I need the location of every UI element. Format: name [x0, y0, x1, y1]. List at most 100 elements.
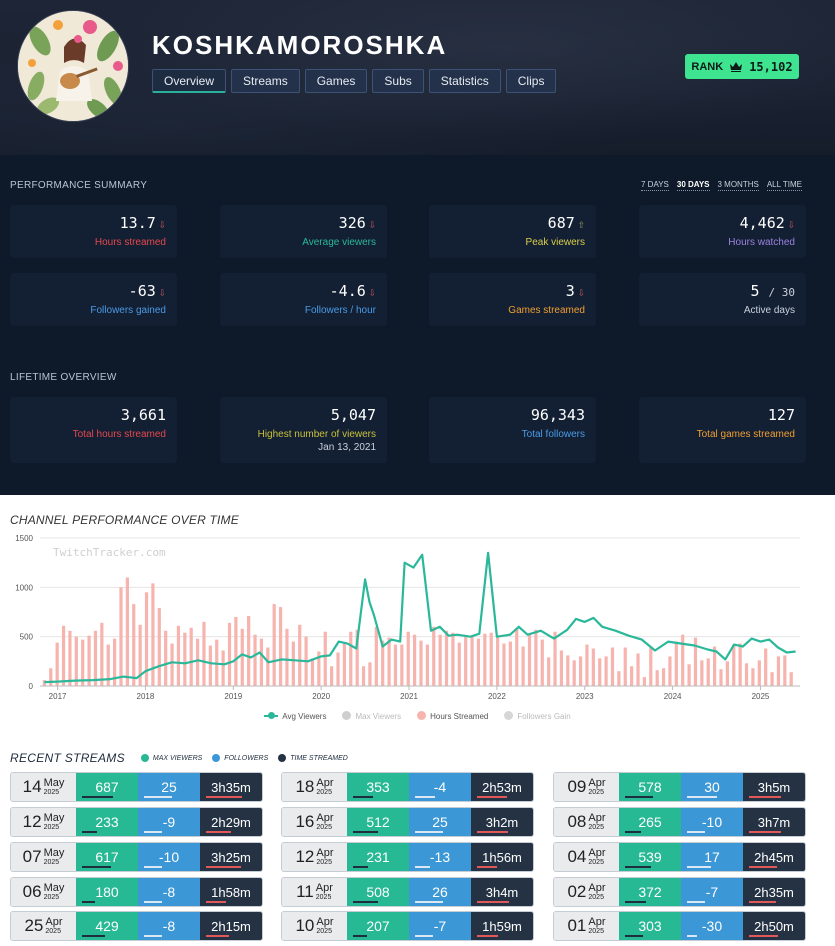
x-tick-label: 2018: [137, 692, 155, 701]
hours-bar: [317, 651, 321, 686]
hours-bar: [400, 644, 404, 686]
avatar[interactable]: [17, 10, 129, 122]
stream-row[interactable]: 12 May 2025 233 -9 2h29m: [10, 807, 263, 837]
tab-subs[interactable]: Subs: [372, 69, 424, 93]
hours-bar: [355, 629, 359, 686]
stream-row[interactable]: 14 May 2025 687 25 3h35m: [10, 772, 263, 802]
card-value: 5,047: [330, 406, 376, 424]
hours-bar: [585, 644, 589, 686]
rank-value: 15,102: [749, 59, 793, 74]
card-label: Peak viewers: [525, 237, 585, 248]
channel-header: KOSHKAMOROSHKA Overview Streams Games Su…: [0, 0, 835, 155]
stream-row[interactable]: 25 Apr 2025 429 -8 2h15m: [10, 911, 263, 941]
tab-statistics[interactable]: Statistics: [428, 69, 501, 93]
hours-bar: [540, 639, 544, 686]
hours-bar: [227, 622, 232, 686]
hours-bar: [368, 662, 372, 686]
stream-row[interactable]: 04 Apr 2025 539 17 2h45m: [553, 842, 806, 872]
max-viewers-cell: 265: [619, 808, 681, 836]
max-viewers-cell: 539: [619, 843, 681, 871]
x-tick-label: 2024: [664, 692, 682, 701]
range-7-days[interactable]: 7 DAYS: [641, 180, 669, 191]
hours-bar: [87, 635, 91, 686]
trend-down-icon: ⇩: [577, 285, 585, 299]
hours-bar: [291, 641, 295, 686]
hours-bar: [253, 634, 257, 686]
max-viewers-cell: 303: [619, 912, 681, 940]
hours-bar: [125, 577, 129, 686]
x-tick-label: 2017: [49, 692, 67, 701]
stream-row[interactable]: 09 Apr 2025 578 30 3h5m: [553, 772, 806, 802]
legend-followers: FOLLOWERS: [212, 754, 268, 762]
hours-bar: [176, 625, 181, 686]
range-all-time[interactable]: ALL TIME: [766, 180, 802, 191]
channel-name: KOSHKAMOROSHKA: [152, 30, 448, 60]
card-value: 687 ⇧: [547, 214, 585, 232]
perf-card: 326 ⇩ Average viewers: [220, 205, 387, 258]
card-value: -63 ⇩: [128, 282, 166, 300]
stream-date: 01 Apr 2025: [554, 912, 619, 940]
hours-bar: [113, 638, 117, 686]
rank-badge[interactable]: RANK 15,102: [685, 54, 799, 79]
max-viewers-cell: 617: [76, 843, 138, 871]
hours-bar: [572, 660, 576, 686]
hours-bar: [732, 644, 736, 686]
hours-bar: [661, 668, 666, 686]
hours-bar: [693, 637, 698, 686]
max-viewers-cell: 372: [619, 878, 681, 906]
hours-bar: [642, 677, 647, 686]
crown-icon: [730, 62, 743, 72]
legend-item[interactable]: Followers Gain: [504, 711, 571, 721]
hours-bar: [674, 641, 678, 686]
stream-row[interactable]: 01 Apr 2025 303 -30 2h50m: [553, 911, 806, 941]
x-tick-label: 2019: [224, 692, 242, 701]
stream-date: 10 Apr 2025: [282, 912, 347, 940]
stream-row[interactable]: 18 Apr 2025 353 -4 2h53m: [281, 772, 534, 802]
channel-dashboard: KOSHKAMOROSHKA Overview Streams Games Su…: [0, 0, 835, 495]
hours-bar: [419, 640, 423, 686]
hours-bar: [266, 647, 270, 686]
hours-bar: [687, 664, 691, 686]
time-streamed-cell: 1h59m: [471, 912, 533, 940]
stream-date: 09 Apr 2025: [554, 773, 619, 801]
hours-bar: [610, 647, 615, 686]
stream-row[interactable]: 11 Apr 2025 508 26 3h4m: [281, 877, 534, 907]
range-3-months[interactable]: 3 MONTHS: [717, 180, 759, 191]
hours-bar: [119, 587, 123, 686]
stream-row[interactable]: 08 Apr 2025 265 -10 3h7m: [553, 807, 806, 837]
performance-chart: 0 500 1000 1500 TwitchTracker.com 2017 2018 201…: [15, 534, 800, 701]
hours-bar: [100, 622, 104, 686]
hours-bar: [725, 661, 729, 686]
trend-down-icon: ⇩: [787, 217, 795, 231]
tab-overview[interactable]: Overview: [152, 69, 227, 93]
perf-card: -4.6 ⇩ Followers / hour: [220, 273, 387, 326]
hours-bar: [93, 630, 98, 686]
tab-streams[interactable]: Streams: [231, 69, 300, 93]
stream-row[interactable]: 07 May 2025 617 -10 3h25m: [10, 842, 263, 872]
hours-bar: [764, 648, 768, 686]
hours-bar: [144, 592, 149, 686]
hours-bar: [776, 656, 781, 686]
card-value: 4,462 ⇩: [739, 214, 795, 232]
time-streamed-cell: 2h53m: [471, 773, 533, 801]
y-tick-label: 500: [20, 633, 34, 642]
stream-row[interactable]: 06 May 2025 180 -8 1h58m: [10, 877, 263, 907]
trend-down-icon: ⇩: [158, 217, 166, 231]
tab-clips[interactable]: Clips: [505, 69, 557, 93]
stream-date: 12 May 2025: [11, 808, 76, 836]
hours-bar: [578, 656, 583, 686]
range-30-days[interactable]: 30 DAYS: [676, 180, 710, 191]
stream-row[interactable]: 12 Apr 2025 231 -13 1h56m: [281, 842, 534, 872]
legend-item[interactable]: Hours Streamed: [417, 711, 488, 721]
stream-row[interactable]: 16 Apr 2025 512 25 3h2m: [281, 807, 534, 837]
perf-card: 5 / 30 Active days: [639, 273, 806, 326]
max-viewers-cell: 429: [76, 912, 138, 940]
legend-item[interactable]: Max Viewers: [342, 711, 401, 721]
tab-games[interactable]: Games: [304, 69, 368, 93]
legend-max-viewers: MAX VIEWERS: [140, 754, 202, 762]
hours-bar: [132, 604, 136, 686]
stream-row[interactable]: 02 Apr 2025 372 -7 2h35m: [553, 877, 806, 907]
legend-item[interactable]: Avg Viewers: [264, 712, 326, 721]
stream-row[interactable]: 10 Apr 2025 207 -7 1h59m: [281, 911, 534, 941]
stream-date: 16 Apr 2025: [282, 808, 347, 836]
